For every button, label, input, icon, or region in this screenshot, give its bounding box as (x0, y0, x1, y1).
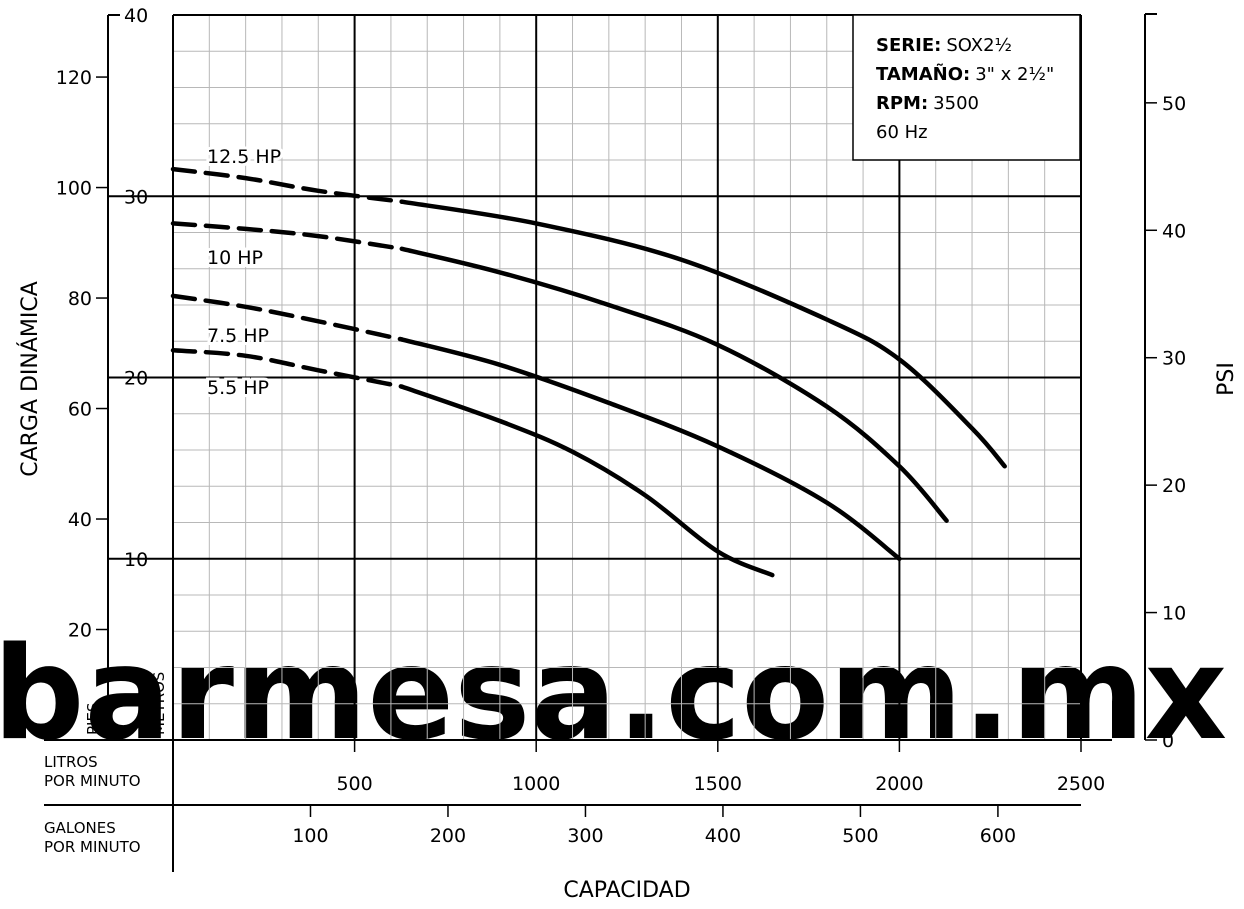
gpm-tick-label: 600 (980, 825, 1016, 847)
info-hz: 60 Hz (876, 122, 928, 143)
pies-tick-label: 40 (68, 509, 92, 531)
curve-dashed-segment (170, 221, 405, 252)
psi-tick-label: 0 (1162, 730, 1174, 752)
curve-label: 10 HP (207, 247, 263, 269)
gpm-tick-label: 400 (705, 825, 741, 847)
curve-label: 7.5 HP (207, 325, 269, 347)
pies-tick-label: 20 (68, 620, 92, 642)
lpm-tick-label: 2500 (1057, 773, 1105, 795)
psi-tick-label: 20 (1162, 475, 1186, 497)
curve-label: 12.5 HP (207, 146, 281, 168)
info-rpm: RPM: 3500 (876, 93, 979, 114)
curve-dashed-segment (170, 348, 405, 389)
curve-solid-segment (399, 199, 1007, 469)
psi-tick-label: 50 (1162, 93, 1186, 115)
curve-dashed-segment (170, 293, 405, 342)
info-box-frame (852, 14, 1081, 161)
pump-curves (170, 166, 1007, 578)
pies-tick-label: 80 (68, 288, 92, 310)
pies-tick-label: 100 (56, 178, 92, 200)
psi-tick-label: 30 (1162, 348, 1186, 370)
gpm-axis-label-1: GALONES (44, 819, 116, 837)
metros-tick-label: 20 (124, 368, 148, 390)
curve-dashed-segment (170, 166, 405, 204)
y-axis-title: CARGA DINÁMICA (17, 281, 43, 477)
lpm-axis-label-2: POR MINUTO (44, 772, 141, 790)
lpm-tick-label: 1000 (512, 773, 560, 795)
axes (44, 13, 1157, 872)
metros-tick-label: 40 (124, 5, 148, 27)
gpm-tick-label: 100 (292, 825, 328, 847)
x-axis-title: CAPACIDAD (563, 878, 690, 903)
psi-tick-label: 40 (1162, 220, 1186, 242)
info-tamano: TAMAÑO: 3" x 2½" (876, 62, 1054, 85)
pies-tick-label: 60 (68, 399, 92, 421)
axis-ticks: 10 20 30 40 20 40 60 80 100 120 0 10 20 30 40 50 500 1000… (56, 5, 1186, 847)
gpm-tick-label: 300 (567, 825, 603, 847)
metros-axis-label: METROS (150, 672, 168, 735)
lpm-tick-label: 2000 (875, 773, 923, 795)
lpm-tick-label: 500 (336, 773, 372, 795)
gpm-tick-label: 200 (430, 825, 466, 847)
info-serie: SERIE: SOX2½ (876, 35, 1012, 56)
lpm-axis-label-1: LITROS (44, 753, 98, 771)
metros-tick-label: 10 (124, 549, 148, 571)
curve-labels: 12.5 HP 10 HP 7.5 HP 5.5 HP (204, 143, 284, 402)
metros-tick-label: 30 (124, 186, 148, 208)
curve-solid-segment (399, 246, 949, 523)
info-box: SERIE: SOX2½ TAMAÑO: 3" x 2½" RPM: 3500 60 … (852, 14, 1081, 161)
pies-tick-label: 120 (56, 67, 92, 89)
psi-tick-label: 10 (1162, 603, 1186, 625)
gpm-axis-label-2: POR MINUTO (44, 838, 141, 856)
pies-axis-label: PIES (84, 703, 102, 735)
lpm-tick-label: 1500 (694, 773, 742, 795)
curve-solid-segment (399, 337, 902, 562)
psi-axis-title: PSI (1214, 362, 1239, 396)
curve-solid-segment (399, 384, 775, 578)
curve-label: 5.5 HP (207, 377, 269, 399)
watermark: barmesa.com.mx (0, 620, 1227, 769)
gpm-tick-label: 500 (842, 825, 878, 847)
